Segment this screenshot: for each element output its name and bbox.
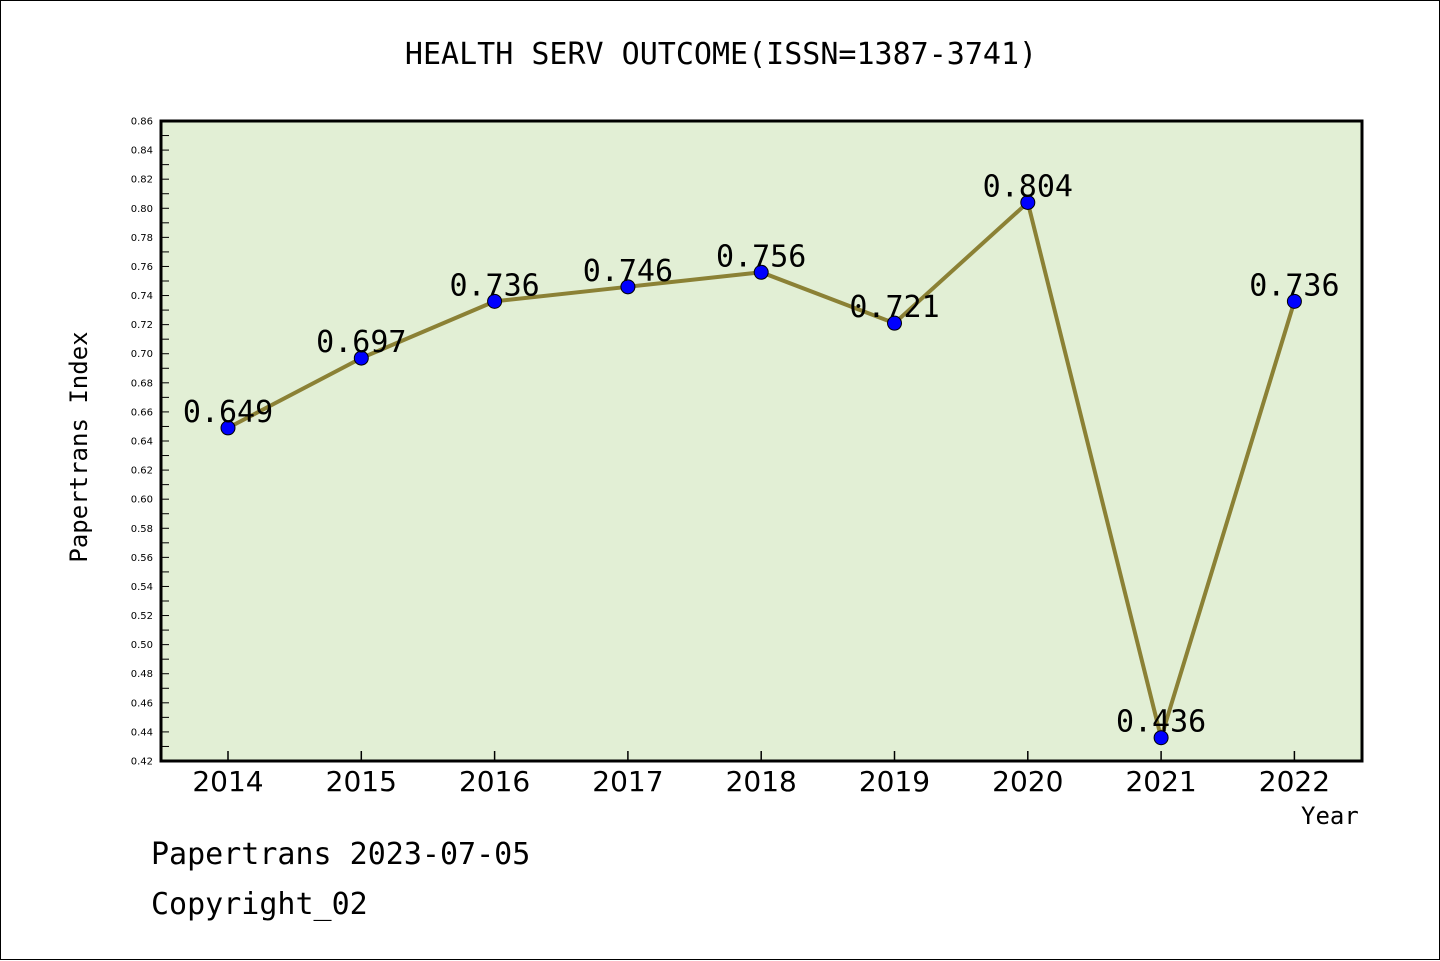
data-point — [487, 293, 503, 309]
x-tick-label: 2017 — [592, 765, 663, 798]
x-tick-label: 2014 — [192, 765, 263, 798]
data-label: 0.736 — [1249, 268, 1339, 303]
x-tick-label: 2020 — [992, 765, 1063, 798]
y-tick-label: 0.44 — [131, 727, 153, 738]
y-tick-label: 0.54 — [131, 582, 153, 593]
x-axis-label: Year — [1301, 802, 1359, 830]
y-tick-label: 0.70 — [131, 349, 153, 360]
data-label: 0.756 — [716, 239, 806, 274]
y-tick-label: 0.60 — [131, 495, 153, 506]
y-tick-label: 0.84 — [131, 146, 153, 157]
y-tick-label: 0.64 — [131, 437, 153, 448]
plot-frame — [159, 119, 1364, 763]
data-point — [1286, 293, 1302, 309]
plot-area — [161, 121, 1362, 761]
chart-title: HEALTH SERV OUTCOME(ISSN=1387-3741) — [404, 37, 1038, 72]
data-label: 0.649 — [183, 395, 273, 430]
y-tick-label: 0.82 — [131, 175, 153, 186]
y-tick-label: 0.46 — [131, 698, 153, 709]
y-tick-label: 0.72 — [131, 320, 153, 331]
data-point — [1020, 194, 1036, 210]
y-tick-label: 0.52 — [131, 611, 153, 622]
x-tick-label: 2016 — [459, 765, 530, 798]
x-tick-label: 2022 — [1259, 765, 1330, 798]
y-tick-label: 0.74 — [131, 291, 153, 302]
y-tick-label: 0.66 — [131, 407, 153, 418]
data-label: 0.697 — [316, 325, 406, 360]
footer-copyright: Copyright_02 — [151, 887, 368, 922]
y-tick-label: 0.68 — [131, 378, 153, 389]
y-tick-label: 0.42 — [131, 757, 153, 768]
data-point — [620, 279, 636, 295]
data-label: 0.736 — [449, 268, 539, 303]
y-tick-label: 0.48 — [131, 669, 153, 680]
data-label: 0.746 — [583, 254, 673, 289]
footer-date: Papertrans 2023-07-05 — [151, 837, 531, 872]
x-tick-label: 2021 — [1125, 765, 1196, 798]
data-label: 0.804 — [983, 169, 1073, 204]
y-tick-label: 0.62 — [131, 466, 153, 477]
data-point — [353, 350, 369, 366]
x-tick-label: 2019 — [859, 765, 930, 798]
y-tick-label: 0.50 — [131, 640, 153, 651]
data-label: 0.436 — [1116, 705, 1206, 740]
data-point — [1153, 730, 1169, 746]
y-tick-label: 0.86 — [131, 117, 153, 128]
data-point — [753, 264, 769, 280]
data-point — [220, 420, 236, 436]
y-tick-label: 0.58 — [131, 524, 153, 535]
data-label: 0.721 — [849, 290, 939, 325]
y-tick-label: 0.78 — [131, 233, 153, 244]
data-point — [887, 315, 902, 331]
y-tick-label: 0.56 — [131, 553, 153, 564]
y-tick-label: 0.80 — [131, 204, 153, 215]
y-tick-label: 0.76 — [131, 262, 153, 273]
x-tick-label: 2015 — [326, 765, 397, 798]
x-tick-label: 2018 — [726, 765, 797, 798]
